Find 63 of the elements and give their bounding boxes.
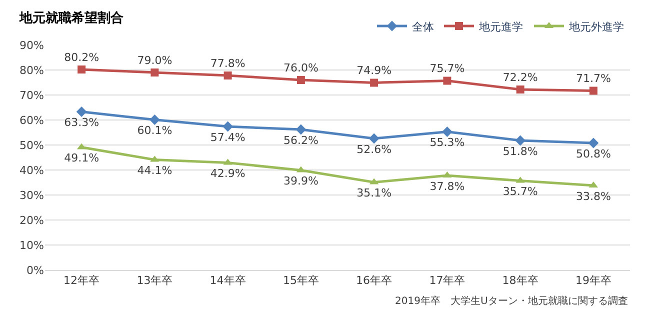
data-label: 44.1% — [137, 164, 172, 177]
data-label: 50.8% — [576, 147, 611, 160]
y-tick-label: 40% — [20, 164, 44, 177]
y-tick-label: 10% — [20, 238, 44, 252]
point — [222, 121, 234, 132]
chart-title: 地元就職希望割合 — [18, 10, 124, 26]
point — [443, 76, 452, 85]
x-tick-label: 14年卒 — [210, 274, 246, 288]
data-label: 55.3% — [430, 136, 465, 149]
point — [78, 66, 86, 74]
point — [150, 68, 159, 76]
data-label: 42.9% — [210, 167, 246, 180]
y-tick-label: 70% — [20, 88, 44, 102]
data-label: 76.0% — [283, 61, 318, 74]
x-tick-label: 18年卒 — [502, 274, 538, 288]
y-tick-label: 30% — [20, 188, 44, 202]
x-tick-label: 19年卒 — [575, 274, 612, 288]
x-tick-label: 12年卒 — [64, 274, 100, 288]
y-tick-label: 0% — [26, 264, 44, 277]
data-label: 56.2% — [283, 134, 318, 147]
x-tick-label: 16年卒 — [356, 274, 392, 288]
legend-label: 地元外進学 — [568, 20, 624, 34]
data-label: 37.8% — [430, 180, 465, 193]
point — [368, 133, 380, 144]
data-label: 35.1% — [356, 186, 392, 200]
point — [442, 126, 452, 137]
data-label: 35.7% — [502, 185, 538, 198]
point — [515, 135, 526, 146]
y-tick-label: 60% — [20, 114, 44, 127]
legend-label: 全体 — [412, 20, 434, 34]
point — [296, 76, 305, 84]
y-tick-label: 20% — [20, 214, 44, 227]
data-label: 74.9% — [356, 64, 392, 77]
legend-label: 地元進学 — [478, 20, 523, 34]
data-label: 39.9% — [283, 174, 318, 188]
data-label: 80.2% — [64, 50, 100, 64]
data-label: 49.1% — [64, 152, 100, 164]
x-tick-label: 17年卒 — [429, 274, 466, 288]
point — [370, 78, 378, 87]
point — [296, 124, 306, 135]
data-label: 63.3% — [64, 116, 100, 129]
point — [516, 86, 524, 94]
y-tick-label: 90% — [20, 38, 44, 52]
text: 2019年卒 大学生Uターン・地元就職に関する調査 — [395, 295, 628, 307]
data-label: 75.7% — [430, 62, 465, 75]
point — [588, 138, 599, 148]
data-label: 51.8% — [502, 144, 538, 158]
point — [224, 72, 232, 80]
x-tick-label: 13年卒 — [136, 274, 173, 288]
data-label: 33.8% — [576, 190, 611, 203]
y-tick-label: 80% — [20, 64, 44, 77]
data-label: 60.1% — [137, 124, 172, 137]
point — [149, 114, 160, 125]
data-label: 79.0% — [137, 54, 172, 67]
y-tick-label: 50% — [20, 138, 44, 152]
data-label: 57.4% — [210, 130, 246, 144]
point — [589, 86, 598, 95]
point — [76, 106, 87, 117]
data-label: 71.7% — [576, 72, 611, 85]
x-tick-label: 15年卒 — [282, 274, 319, 288]
data-label: 72.2% — [502, 70, 538, 84]
data-label: 52.6% — [356, 142, 392, 156]
data-label: 77.8% — [210, 56, 246, 70]
